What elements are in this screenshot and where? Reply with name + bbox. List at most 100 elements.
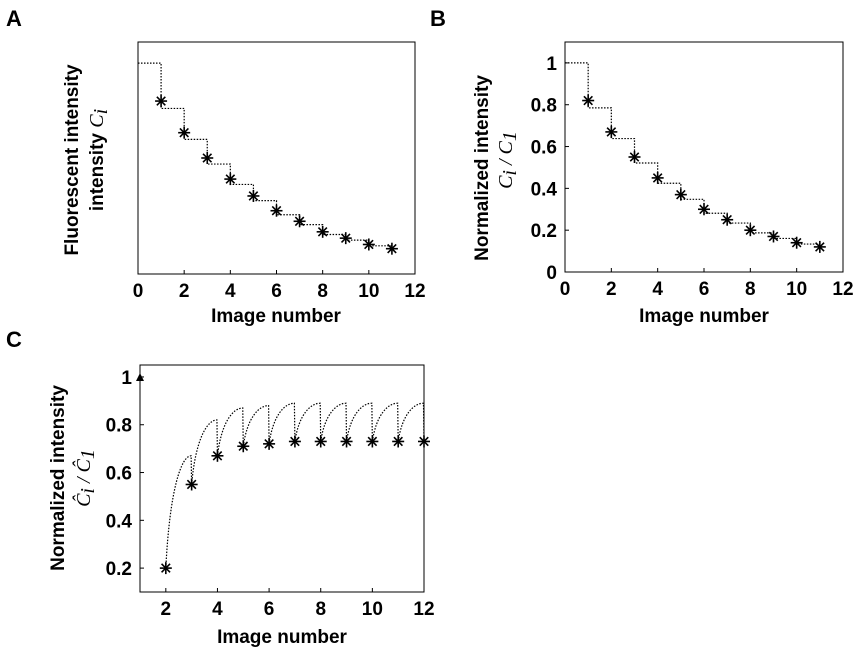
panel-a-data-point-1	[178, 126, 191, 139]
panel-b-data-point-2	[628, 151, 641, 163]
panel-c-data-point-9	[392, 435, 405, 448]
panel-a-data-point-5	[270, 204, 283, 217]
panel-c-xtick-label-3: 8	[315, 599, 326, 620]
panel-c-ytick-label-2: 0.6	[106, 464, 132, 485]
panel-a-ticks-group: 0 2 4 6 8 10 12	[133, 270, 426, 302]
panel-c-xlabel: Image number	[217, 627, 347, 648]
panel-a-ylabel: Fluorescent intensity	[62, 64, 83, 256]
panel-b-xlabel: Image number	[639, 306, 769, 327]
svg-text:intensity Ci: intensity Ci	[86, 109, 112, 211]
panel-c-data-point-7	[340, 435, 353, 448]
panel-a-xtick-label-0: 0	[133, 281, 144, 302]
panel-a-xtick-label-3: 6	[271, 281, 282, 302]
panel-b-ytick-label-5: 1	[546, 54, 557, 75]
svg-text:Ci / C1: Ci / C1	[495, 131, 521, 189]
svg-text:Ĉi / Ĉ1: Ĉi / Ĉ1	[71, 449, 99, 507]
panel-b-data-point-9	[790, 236, 803, 249]
panel-a-xlabel: Image number	[211, 306, 341, 327]
panel-c-ytick-label-0: 0.2	[106, 559, 132, 580]
panel-c-curve-group	[165, 402, 425, 569]
panel-a-ylabel-line2: intensity	[87, 128, 108, 211]
panel-c-ytick-label-1: 0.4	[106, 511, 133, 532]
panel-c-chart: 2 4 6 8 10 12 0.2 0.4 0.6 0.8 1 Image number Norma…	[48, 364, 435, 648]
panel-a-frame	[137, 41, 416, 275]
panel-b-data-point-1	[605, 125, 618, 138]
panel-a-data-point-7	[316, 225, 329, 238]
panel-a-xtick-label-5: 10	[358, 281, 379, 302]
panel-b-chart: 0 2 4 6 8 10 12 0 0.2 0.4 0.6 0.8 1 Image number Nor…	[472, 41, 854, 327]
panel-label-b: B	[430, 6, 446, 31]
panel-b-data-point-3	[651, 171, 664, 184]
panel-a-xtick-label-6: 12	[404, 281, 425, 302]
panel-b-xtick-label-2: 4	[652, 279, 663, 300]
panel-b-data-point-4	[674, 188, 687, 201]
panel-a-xtick-label-2: 4	[225, 281, 236, 302]
panel-b-ytick-label-0: 0	[546, 263, 557, 284]
panel-a-data-point-3	[224, 173, 237, 186]
panel-b-data-point-0	[582, 94, 595, 107]
panel-a-data-point-10	[385, 242, 398, 255]
panel-c-xtick-label-5: 12	[413, 599, 434, 620]
panel-b-ylabel: Normalized intensity	[472, 75, 493, 261]
panel-a-data-point-0	[155, 95, 168, 108]
panel-a-data-point-6	[293, 215, 306, 228]
panel-b-ylabel-sub2: 1	[499, 131, 521, 141]
panel-b-fitted-curve	[565, 62, 821, 248]
panel-c-ytick-label-3: 0.8	[106, 416, 132, 437]
panel-c-data-point-10	[418, 435, 430, 448]
panel-c-data-point-4	[263, 437, 276, 450]
panel-c-frame	[139, 364, 425, 593]
panel-c-xtick-label-2: 6	[264, 599, 275, 620]
panel-b-xtick-label-5: 10	[786, 279, 807, 300]
panel-b-data-point-8	[767, 230, 780, 243]
panel-c-marks-group	[136, 372, 430, 575]
panel-b-xtick-label-6: 12	[832, 279, 853, 300]
panel-c-ylabel-math2: Ĉ	[71, 458, 95, 472]
panel-a-chart: 0 2 4 6 8 10 12 Image number Fluorescent inten…	[62, 41, 426, 327]
panel-c-data-point-5	[288, 435, 301, 448]
panel-b-ytick-label-1: 0.2	[531, 221, 557, 242]
panel-b-ylabel-math: C	[495, 175, 517, 189]
panel-b-data-point-10	[813, 240, 826, 253]
panel-c-xtick-label-1: 4	[212, 599, 223, 620]
panel-c-data-point-0	[159, 562, 172, 575]
panel-c-xtick-label-0: 2	[161, 599, 172, 620]
panel-a-ylabel-sub: i	[90, 109, 112, 115]
panel-c-data-point-3	[237, 440, 250, 453]
panel-c-xtick-label-4: 10	[362, 599, 383, 620]
panel-b-xtick-label-3: 6	[699, 279, 710, 300]
panel-c-ylabel: Normalized intensity	[48, 385, 69, 571]
panel-a-ylabel-math: C	[86, 114, 108, 128]
panel-b-xtick-label-0: 0	[560, 279, 571, 300]
panel-c-data-point-6	[314, 435, 327, 448]
panel-label-c: C	[6, 327, 22, 352]
panel-b-frame	[564, 41, 844, 273]
panel-c-data-point-2	[211, 449, 224, 462]
panel-b-ytick-label-3: 0.6	[531, 138, 557, 159]
panel-b-data-point-7	[744, 224, 757, 237]
panel-c-ylabel-sub: i	[77, 488, 99, 494]
panel-b-ticks-group: 0 2 4 6 8 10 12 0 0.2 0.4 0.6 0.8 1	[531, 54, 854, 300]
panel-c-ylabel-sub2: 1	[77, 449, 99, 459]
panel-a-xtick-label-4: 8	[317, 281, 328, 302]
panel-b-ylabel-sub: i	[499, 170, 521, 176]
panel-a-data-point-2	[201, 152, 214, 164]
panel-a-fitted-curve	[138, 62, 393, 250]
panel-b-xtick-label-4: 8	[745, 279, 756, 300]
panel-b-marks-group	[582, 94, 826, 253]
panel-a-data-point-8	[339, 232, 352, 245]
panel-b-data-point-5	[698, 203, 710, 216]
panel-b-xtick-label-1: 2	[606, 279, 617, 300]
panel-a-xtick-label-1: 2	[179, 281, 190, 302]
panel-a-data-point-4	[247, 189, 260, 202]
panel-b-ytick-label-4: 0.8	[531, 96, 557, 117]
panel-b-ytick-label-2: 0.4	[531, 179, 558, 200]
panel-a-curve-group	[138, 62, 393, 250]
panel-label-a: A	[6, 6, 22, 31]
panel-c-fitted-curve	[165, 402, 425, 569]
panel-b-curve-group	[565, 62, 821, 248]
panel-c-ylabel-math: Ĉ	[71, 493, 95, 507]
panel-b-ylabel-math2: C	[495, 140, 517, 154]
panel-c-data-point-1	[185, 478, 198, 491]
